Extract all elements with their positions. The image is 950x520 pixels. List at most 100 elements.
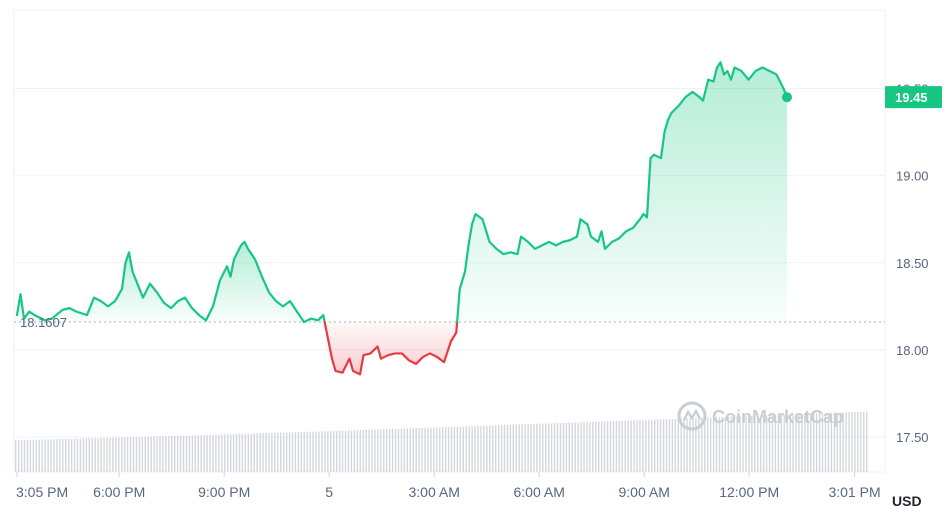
volume-bar bbox=[801, 414, 803, 472]
volume-bar bbox=[595, 421, 597, 472]
volume-bar bbox=[244, 433, 247, 472]
volume-bar bbox=[79, 438, 82, 472]
volume-bar bbox=[200, 435, 202, 472]
volume-bar bbox=[857, 411, 859, 472]
volume-bar bbox=[848, 412, 850, 472]
volume-bar bbox=[671, 418, 674, 472]
volume-bar bbox=[238, 433, 241, 472]
volume-bar bbox=[221, 434, 223, 472]
current-price-dot bbox=[782, 92, 792, 103]
volume-bar bbox=[362, 429, 364, 472]
volume-bar bbox=[333, 430, 335, 472]
volume-bar bbox=[115, 437, 117, 472]
volume-bar bbox=[424, 427, 426, 472]
volume-bar bbox=[247, 433, 250, 472]
volume-bar bbox=[335, 430, 338, 472]
x-tick-label: 9:00 AM bbox=[619, 484, 670, 500]
volume-bar bbox=[227, 434, 229, 472]
volume-bar bbox=[224, 434, 226, 472]
volume-bar bbox=[380, 429, 382, 472]
volume-bar bbox=[612, 421, 615, 472]
volume-bar bbox=[542, 423, 544, 472]
volume-bar bbox=[147, 436, 149, 472]
volume-bar bbox=[786, 414, 788, 472]
volume-bar bbox=[633, 420, 635, 472]
volume-bar bbox=[609, 421, 612, 472]
volume-bar bbox=[845, 412, 847, 472]
volume-bar bbox=[765, 415, 768, 472]
area-below-reference bbox=[324, 321, 458, 375]
volume-bar bbox=[536, 423, 538, 472]
volume-bar bbox=[577, 422, 579, 472]
watermark-text: CoinMarketCap bbox=[712, 407, 844, 427]
volume-bar bbox=[727, 416, 729, 472]
volume-bar bbox=[810, 413, 812, 472]
volume-bar bbox=[592, 421, 594, 472]
volume-bar bbox=[477, 425, 479, 472]
volume-bar bbox=[468, 426, 470, 472]
volume-bar bbox=[256, 433, 258, 472]
x-tick-label: 9:00 PM bbox=[198, 484, 250, 500]
volume-bar bbox=[818, 413, 821, 472]
volume-bar bbox=[618, 420, 621, 472]
volume-bar bbox=[636, 420, 638, 472]
volume-bar bbox=[439, 427, 441, 472]
volume-bar bbox=[441, 427, 444, 472]
volume-bar bbox=[662, 419, 665, 472]
volume-bar bbox=[241, 433, 244, 472]
volume-bar bbox=[250, 433, 252, 472]
y-tick-label: 19.00 bbox=[896, 169, 929, 184]
volume-bar bbox=[56, 439, 58, 472]
volume-bar bbox=[73, 438, 76, 472]
volume-bar bbox=[701, 417, 703, 472]
volume-bar bbox=[17, 440, 20, 472]
volume-bar bbox=[138, 436, 141, 472]
volume-bar bbox=[774, 415, 777, 472]
volume-bar bbox=[188, 435, 191, 472]
volume-bar bbox=[668, 418, 671, 472]
volume-bar bbox=[653, 419, 656, 472]
volume-bar bbox=[762, 415, 765, 472]
reference-price-label: 18.1607 bbox=[20, 315, 67, 330]
volume-bar bbox=[259, 433, 261, 472]
volume-bar bbox=[512, 424, 515, 472]
volume-bar bbox=[692, 418, 694, 472]
volume-bar bbox=[686, 418, 688, 472]
volume-bar bbox=[733, 416, 735, 472]
volume-bar bbox=[486, 425, 488, 472]
volume-bar bbox=[583, 422, 585, 472]
volume-bar bbox=[62, 439, 64, 472]
volume-bar bbox=[680, 418, 682, 472]
volume-bar bbox=[365, 429, 367, 472]
volume-bar bbox=[842, 412, 844, 472]
volume-bar bbox=[232, 434, 235, 472]
volume-bar bbox=[821, 413, 824, 472]
volume-bar bbox=[863, 411, 865, 472]
volume-bar bbox=[627, 420, 629, 472]
volume-bar bbox=[403, 428, 406, 472]
volume-bar bbox=[718, 417, 721, 472]
volume-bar bbox=[194, 435, 197, 472]
x-tick-label: 3:00 AM bbox=[409, 484, 460, 500]
volume-bar bbox=[586, 422, 588, 472]
volume-bar bbox=[450, 426, 453, 472]
volume-bar bbox=[144, 436, 146, 472]
price-lines bbox=[15, 61, 789, 376]
volume-bar bbox=[503, 424, 506, 472]
volume-bar bbox=[754, 415, 756, 472]
current-price-value: 19.45 bbox=[895, 90, 928, 105]
volume-bar bbox=[85, 438, 88, 472]
x-tick-label: 6:00 PM bbox=[93, 484, 145, 500]
volume-bar bbox=[807, 413, 809, 472]
volume-bar bbox=[312, 431, 314, 472]
volume-bar bbox=[589, 421, 591, 472]
volume-bar bbox=[659, 419, 662, 472]
volume-bar bbox=[742, 416, 744, 472]
volume-bar bbox=[209, 434, 211, 472]
volume-bar bbox=[483, 425, 485, 472]
volume-bar bbox=[768, 415, 771, 472]
volume-bar bbox=[41, 439, 43, 472]
volume-bar bbox=[556, 423, 559, 472]
volume-bar bbox=[545, 423, 547, 472]
volume-bar bbox=[203, 435, 205, 472]
